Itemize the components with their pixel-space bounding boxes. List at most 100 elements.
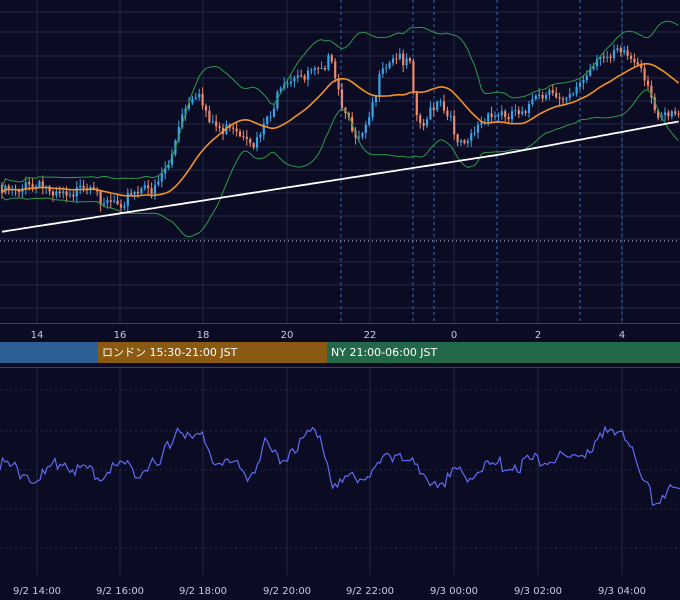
candle-body [419,115,422,124]
candle-body [62,191,65,194]
candle-body [361,132,364,137]
candle-body [374,96,378,103]
candle-body [524,111,527,113]
session-label-ny: NY 21:00-06:00 JST [331,346,438,359]
candle-body [194,97,197,99]
candle-body [480,122,483,125]
candle-body [463,140,466,144]
candle-body [276,92,279,109]
candle-body [38,181,41,187]
candle-body [497,115,500,117]
candle-body [232,127,235,129]
candle-body [436,101,439,111]
candle-body [249,139,252,144]
candle-body [449,116,452,118]
candle-body [153,184,157,194]
candle-body [136,191,140,194]
candle-body [160,173,163,182]
candle-body [364,124,367,133]
candle-body [439,101,442,103]
candle-body [558,97,561,99]
candle-body [330,55,333,62]
candle-body [289,81,293,84]
session-bar-ny: NY 21:00-06:00 JST [327,342,680,363]
candle-body [215,121,218,127]
candle-body [589,69,592,76]
candle-body [381,68,384,75]
candle-body [395,58,398,60]
candle-body [72,194,75,197]
candle-body [646,80,650,86]
candle-body [323,68,327,70]
upper-x-tick-label: 0 [451,330,457,341]
candle-body [629,55,633,59]
candle-body [181,114,184,128]
candle-body [208,110,211,123]
candle-body [640,64,643,69]
candle-body [561,98,565,100]
candle-body [262,123,265,135]
candle-body [595,58,599,67]
candle-body [487,113,490,122]
lower-x-tick-label: 9/3 04:00 [598,586,646,597]
candle-body [235,128,238,132]
candle-body [147,185,150,189]
candle-body [391,58,395,63]
candle-body [75,187,78,197]
candle-body [55,191,58,196]
candle-body [109,200,112,202]
candle-body [218,126,221,128]
candle-body [657,110,660,118]
bollinger-lower [1,89,679,238]
candle-body [296,75,299,78]
upper-x-tick-label: 14 [31,330,44,341]
candle-body [388,62,391,68]
candle-body [17,190,21,192]
candle-body [255,137,259,148]
upper-x-tick-label: 4 [619,330,625,341]
candles-group [0,44,680,213]
oscillator-line [0,425,680,507]
upper-x-tick-label: 22 [364,330,377,341]
candle-body [313,68,316,71]
session-bar-tokyo [0,342,98,363]
candle-body [507,117,510,120]
candle-body [408,58,412,62]
candle-body [623,50,626,53]
candle-body [317,68,320,70]
candle-body [544,94,548,99]
candle-body [259,134,262,138]
bollinger-upper [1,20,679,189]
candle-body [606,56,609,58]
candle-body [612,50,616,59]
candle-body [242,136,245,138]
lower-x-tick-label: 9/2 18:00 [179,586,227,597]
lower-x-tick-label: 9/3 00:00 [430,586,478,597]
candle-body [187,103,191,109]
candle-body [130,193,133,195]
candle-body [510,110,514,120]
candle-body [670,111,673,117]
candle-body [677,113,680,115]
candle-body [368,117,371,125]
candle-body [548,90,551,95]
candle-body [643,68,646,81]
candle-body [334,61,337,79]
candle-body [58,191,61,194]
candle-body [24,182,27,189]
candle-body [340,89,344,108]
candle-body [473,132,476,134]
candle-body [592,66,595,70]
candle-body [616,48,619,51]
candle-body [51,191,55,196]
candle-body [0,185,4,193]
candle-body [636,62,639,65]
candle-body [429,107,432,120]
candle-body [602,56,605,58]
candle-body [476,124,480,133]
candle-body [106,200,109,204]
candle-body [303,76,306,80]
candle-body [198,93,201,98]
